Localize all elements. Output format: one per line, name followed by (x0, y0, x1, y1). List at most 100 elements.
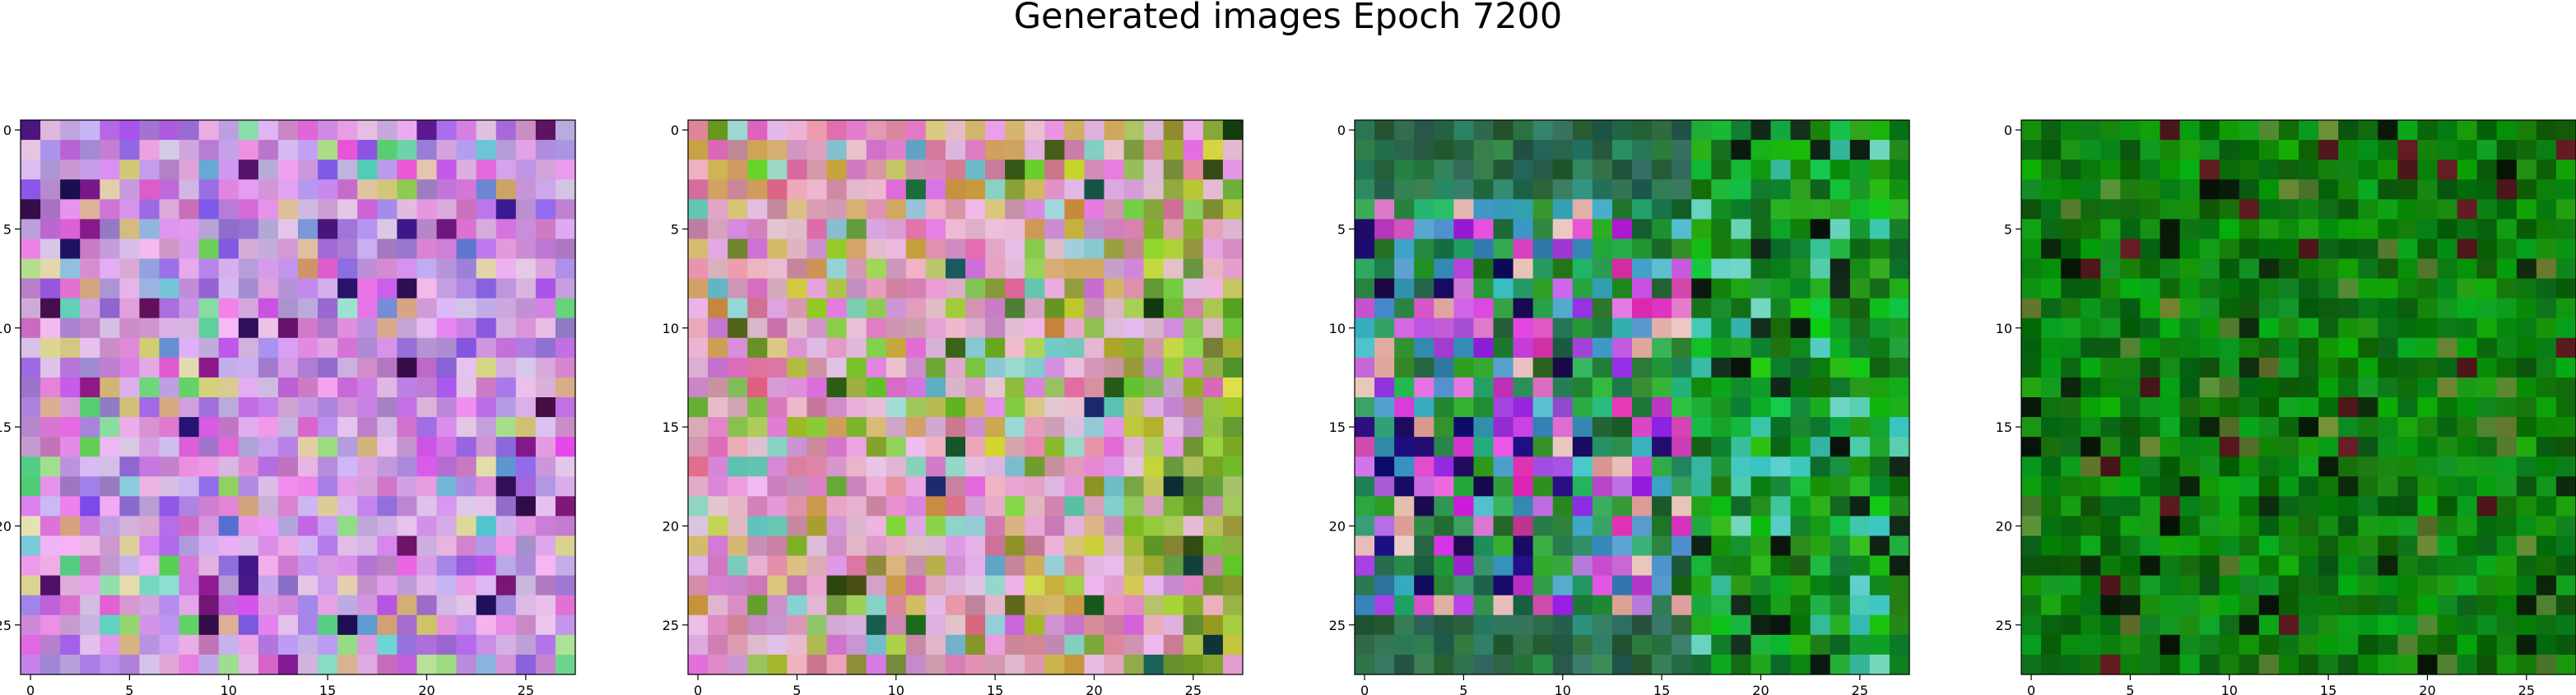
pixel-cell (179, 535, 200, 557)
pixel-cell (277, 258, 299, 280)
pixel-cell (1691, 179, 1712, 200)
pixel-cell (1552, 437, 1574, 457)
pixel-cell (2516, 417, 2537, 438)
pixel-cell (2358, 278, 2378, 299)
pixel-cell (1222, 555, 1244, 577)
pixel-cell (925, 377, 946, 398)
pixel-cell (1183, 614, 1204, 636)
pixel-cell (688, 357, 709, 378)
pixel-grid (688, 120, 1244, 675)
pixel-cell (21, 555, 41, 577)
pixel-cell (965, 417, 986, 438)
pixel-cell (1374, 317, 1395, 339)
pixel-cell (905, 555, 927, 577)
pixel-cell (1044, 496, 1065, 517)
pixel-cell (2041, 397, 2062, 418)
pixel-cell (21, 179, 41, 200)
pixel-cell (476, 535, 497, 557)
pixel-cell (1652, 298, 1672, 319)
pixel-cell (515, 317, 537, 339)
pixel-cell (100, 575, 120, 596)
pixel-cell (535, 317, 556, 339)
pixel-cell (1005, 614, 1025, 636)
pixel-cell (2120, 575, 2141, 596)
pixel-grid (2021, 120, 2576, 675)
pixel-cell (2555, 120, 2576, 141)
pixel-cell (708, 397, 728, 418)
pixel-cell (2160, 377, 2181, 398)
pixel-cell (1592, 555, 1613, 577)
pixel-cell (1163, 397, 1184, 418)
pixel-cell (298, 179, 319, 200)
pixel-cell (555, 160, 576, 180)
pixel-cell (2437, 516, 2458, 537)
pixel-cell (298, 535, 319, 557)
pixel-cell (1552, 456, 1574, 477)
pixel-cell (298, 377, 319, 398)
pixel-cell (535, 496, 556, 517)
pixel-cell (2338, 614, 2359, 636)
pixel-cell (807, 337, 828, 359)
pixel-cell (1163, 437, 1184, 457)
pixel-cell (2318, 160, 2339, 180)
pixel-cell (1104, 516, 1125, 537)
pixel-cell (2021, 219, 2042, 240)
pixel-cell (1143, 199, 1165, 220)
pixel-cell (688, 654, 709, 675)
pixel-cell (456, 298, 477, 319)
pixel-cell (2536, 575, 2557, 596)
pixel-cell (1790, 595, 1811, 616)
pixel-cell (159, 555, 180, 577)
pixel-cell (2061, 337, 2081, 359)
pixel-cell (846, 516, 867, 537)
pixel-cell (1810, 219, 1831, 240)
pixel-cell (238, 258, 259, 280)
pixel-cell (2516, 397, 2537, 418)
pixel-cell (2100, 634, 2121, 656)
pixel-cell (60, 535, 81, 557)
pixel-cell (1830, 377, 1851, 398)
pixel-cell (2457, 258, 2478, 280)
pixel-cell (2041, 535, 2062, 557)
pixel-cell (965, 595, 986, 616)
pixel-cell (476, 437, 497, 457)
pixel-cell (2100, 120, 2121, 141)
pixel-cell (2160, 456, 2181, 477)
pixel-cell (1104, 417, 1125, 438)
pixel-cell (40, 575, 61, 596)
pixel-cell (298, 437, 319, 457)
pixel-cell (925, 555, 946, 577)
pixel-cell (515, 199, 537, 220)
pixel-cell (1711, 535, 1732, 557)
pixel-cell (2476, 199, 2498, 220)
pixel-cell (905, 179, 927, 200)
pixel-cell (515, 614, 537, 636)
pixel-cell (1434, 397, 1454, 418)
pixel-cell (1163, 140, 1184, 160)
pixel-cell (1123, 555, 1145, 577)
pixel-cell (2179, 456, 2201, 477)
pixel-cell (159, 535, 180, 557)
pixel-cell (2397, 219, 2419, 240)
pixel-cell (2516, 634, 2537, 656)
pixel-cell (2358, 654, 2378, 675)
pixel-cell (318, 456, 338, 477)
pixel-cell (1064, 476, 1086, 497)
pixel-cell (2338, 317, 2359, 339)
pixel-cell (1810, 417, 1831, 438)
pixel-cell (1355, 199, 1375, 220)
pixel-cell (2318, 476, 2339, 497)
pixel-cell (965, 337, 986, 359)
pixel-cell (1473, 377, 1495, 398)
pixel-cell (1123, 357, 1145, 378)
pixel-cell (1143, 140, 1165, 160)
pixel-cell (318, 654, 338, 675)
pixel-cell (2100, 377, 2121, 398)
pixel-cell (80, 437, 100, 457)
pixel-cell (925, 239, 946, 260)
pixel-cell (2555, 160, 2576, 180)
pixel-cell (159, 140, 180, 160)
pixel-cell (708, 476, 728, 497)
pixel-cell (1869, 337, 1890, 359)
